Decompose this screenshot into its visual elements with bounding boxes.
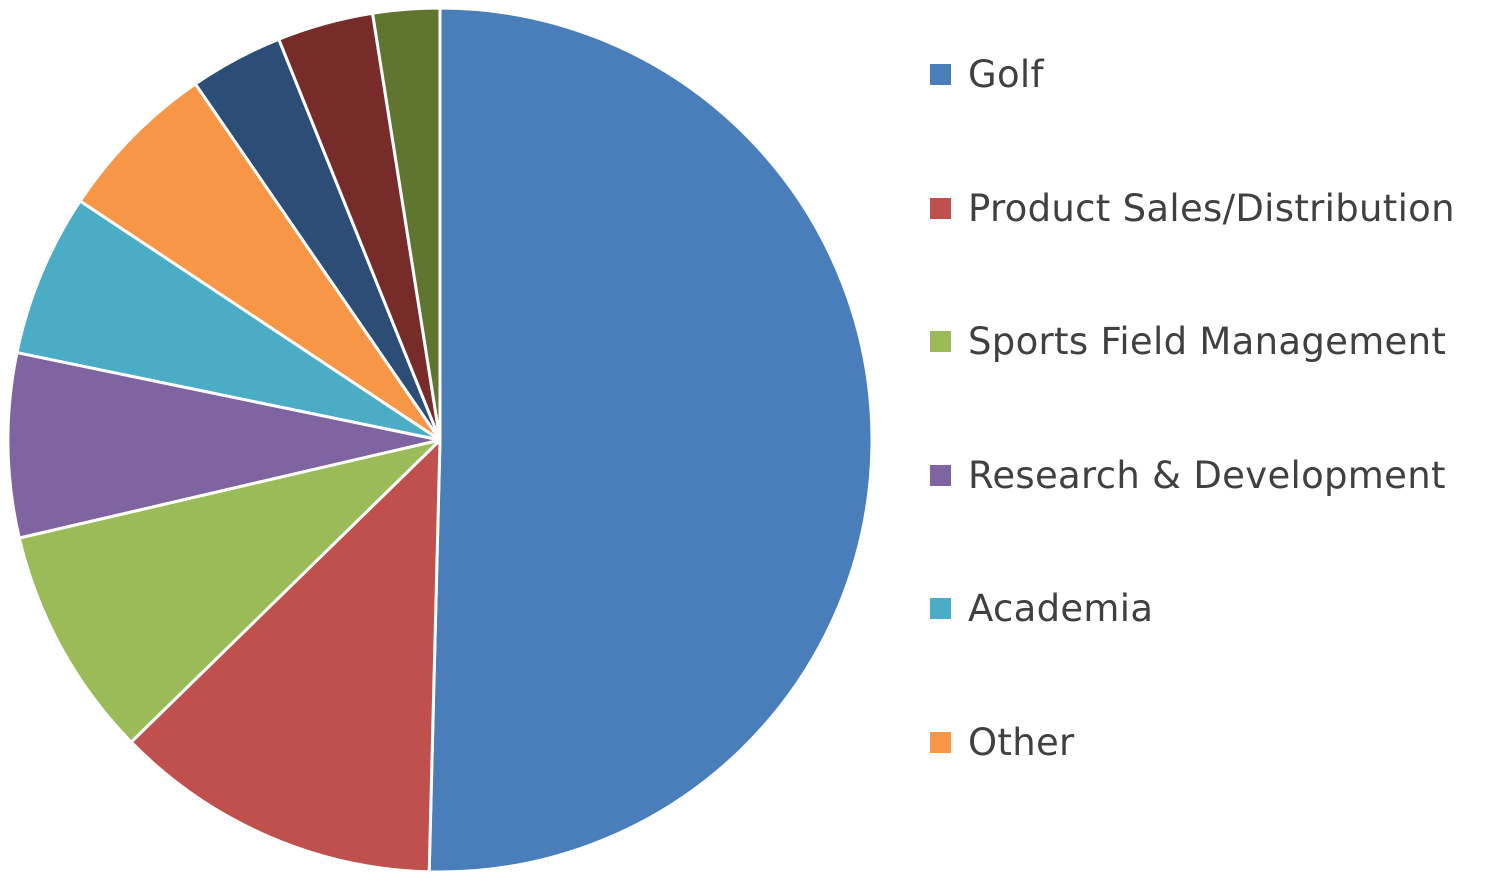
- pie-slice-unlabeled-8: [371, 6, 442, 442]
- legend-item: Golf: [930, 49, 1044, 99]
- legend-item: Sports Field Management: [930, 316, 1446, 366]
- legend-label: Other: [968, 720, 1075, 764]
- legend-label: Research & Development: [968, 453, 1446, 497]
- legend-label: Sports Field Management: [968, 319, 1447, 363]
- legend-label: Academia: [968, 586, 1154, 630]
- legend-swatch: [930, 330, 951, 352]
- legend-label: Product Sales/Distribution: [968, 186, 1455, 230]
- legend-label: Golf: [968, 52, 1044, 96]
- pie-slice-sports-field-management: [17, 438, 442, 744]
- pie-chart: [6, 6, 874, 874]
- pie-slice-golf: [427, 6, 874, 874]
- legend-swatch: [930, 731, 951, 753]
- legend-swatch: [930, 464, 951, 486]
- legend-item: Other: [930, 717, 1075, 767]
- legend-swatch: [930, 197, 951, 219]
- legend-item: Academia: [930, 583, 1153, 633]
- legend-swatch: [930, 597, 951, 619]
- pie-slice-other: [78, 82, 442, 442]
- legend-swatch: [930, 63, 951, 85]
- pie-slice-product-sales-distribution: [129, 438, 442, 874]
- pie-slice-research-development: [6, 351, 442, 540]
- pie-slice-academia: [15, 199, 442, 442]
- legend-item: Product Sales/Distribution: [930, 183, 1455, 233]
- legend-item: Research & Development: [930, 450, 1446, 500]
